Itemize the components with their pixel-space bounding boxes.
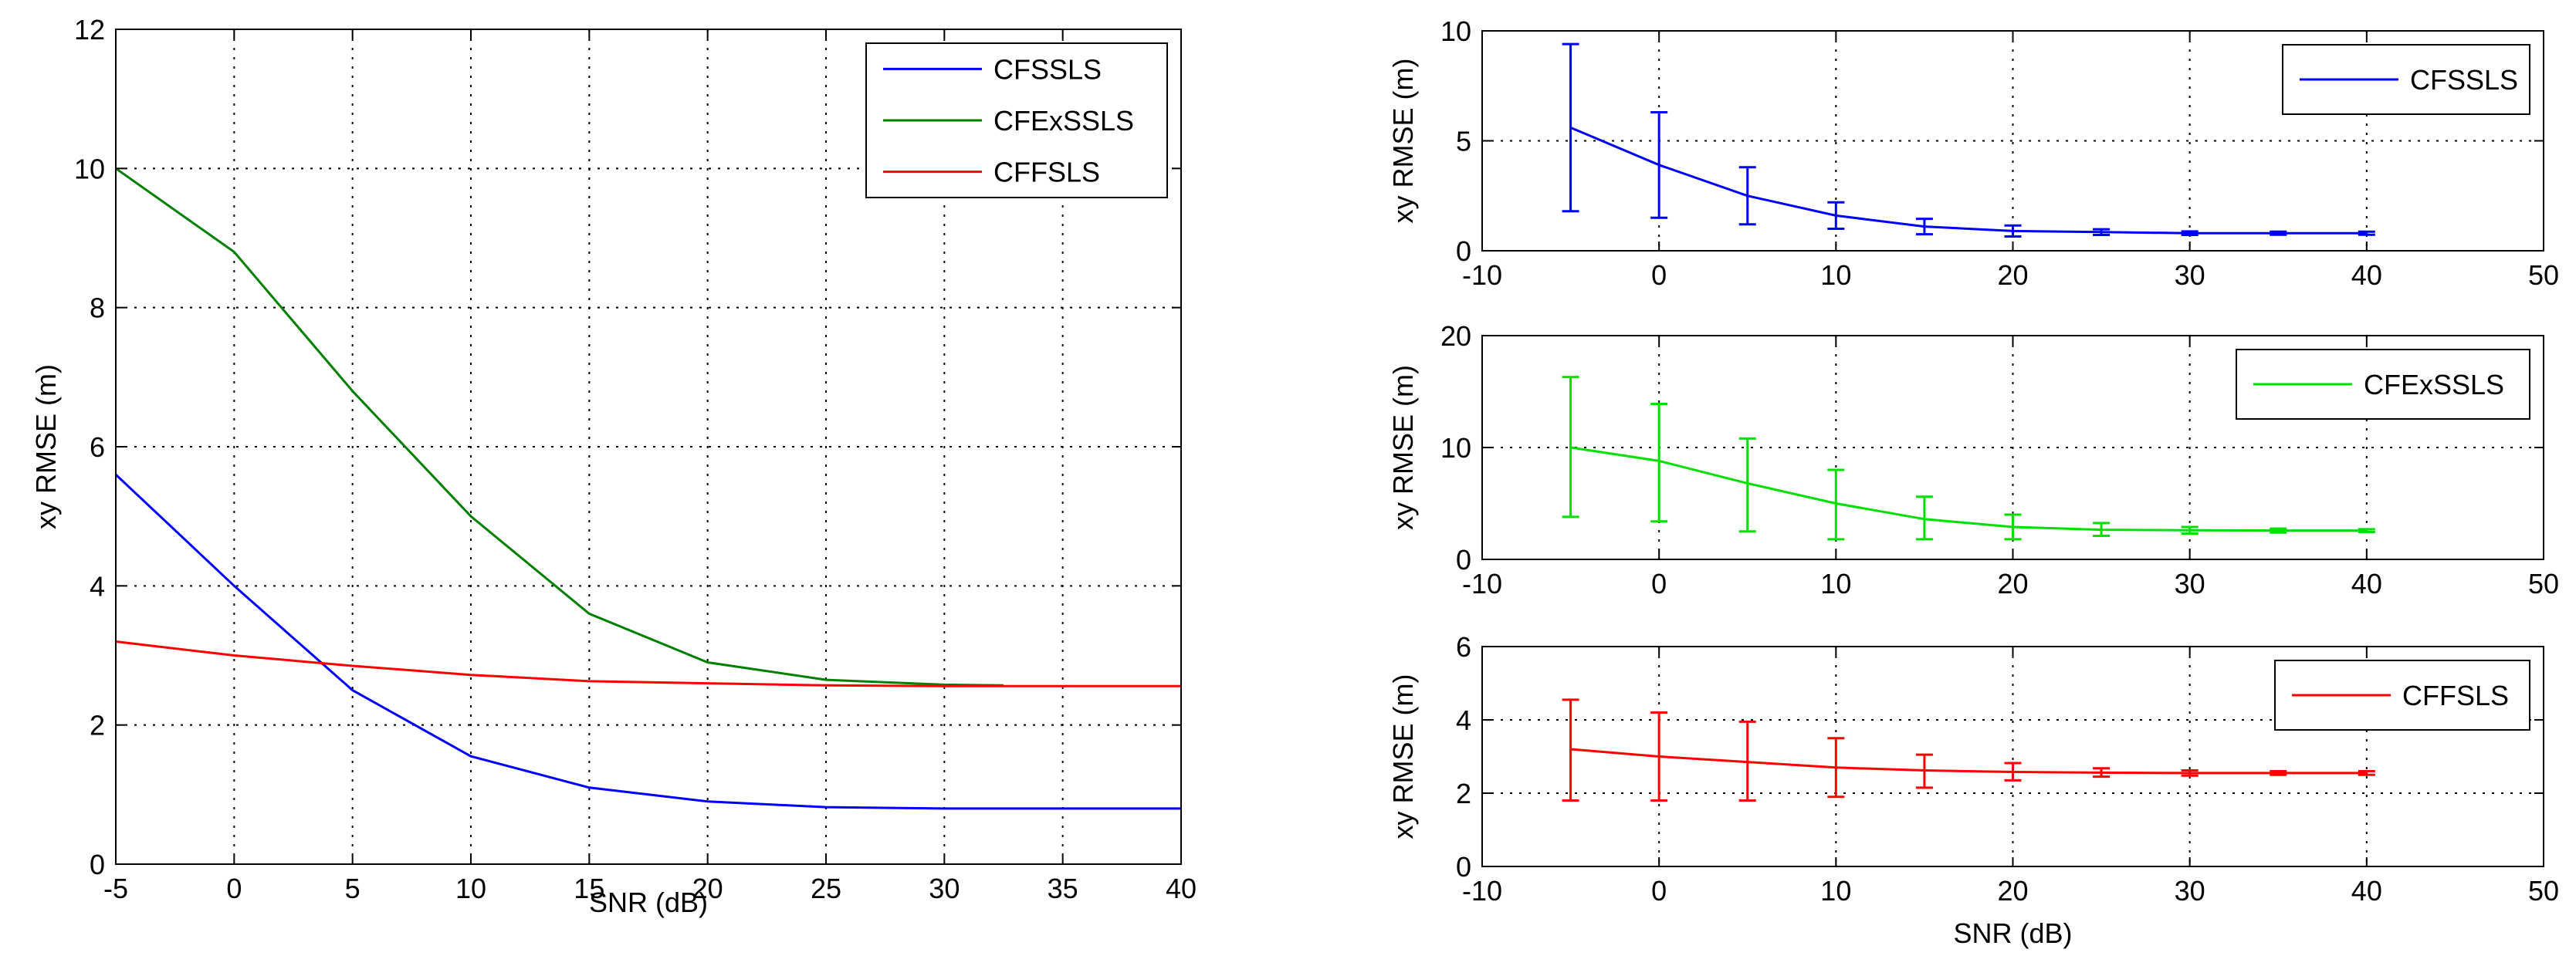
y-tick-label: 2	[1456, 778, 1471, 809]
x-tick-label: 0	[1651, 875, 1667, 907]
y-axis-label: xy RMSE (m)	[1387, 365, 1419, 530]
legend-label-cfssls: CFSSLS	[2410, 64, 2518, 96]
x-tick-label: 40	[2351, 875, 2382, 907]
y-tick-label: 10	[1440, 432, 1471, 464]
y-tick-label: 0	[90, 849, 105, 880]
series-line-cffsls	[1570, 748, 2367, 775]
x-tick-label: 10	[1820, 568, 1851, 600]
x-tick-label: 0	[226, 873, 242, 904]
series-line-cfexssls	[115, 167, 1004, 687]
y-tick-label: 0	[1456, 544, 1471, 576]
y-tick-label: 0	[1456, 235, 1471, 267]
x-tick-label: 5	[345, 873, 361, 904]
series-line-cfssls	[1570, 127, 2367, 235]
x-tick-label: 35	[1048, 873, 1078, 904]
x-tick-label: 10	[455, 873, 486, 904]
x-tick-label: 30	[2175, 568, 2205, 600]
x-tick-label: 30	[2175, 259, 2205, 291]
x-tick-label: 25	[811, 873, 841, 904]
x-tick-label: 10	[1820, 259, 1851, 291]
x-tick-label: 20	[1997, 568, 2028, 600]
legend-label-cfexssls: CFExSSLS	[2364, 369, 2504, 400]
x-tick-label: 40	[2351, 568, 2382, 600]
y-tick-label: 5	[1456, 126, 1471, 157]
x-tick-label: 20	[1997, 875, 2028, 907]
x-tick-label: -10	[1462, 259, 1502, 291]
series-line-cffsls	[115, 640, 1181, 687]
legend-label-cfexssls: CFExSSLS	[994, 105, 1134, 137]
x-tick-label: 30	[2175, 875, 2205, 907]
y-tick-label: 2	[90, 710, 105, 741]
x-tick-label: 20	[692, 873, 723, 904]
y-tick-label: 20	[1440, 320, 1471, 352]
y-tick-label: 4	[1456, 704, 1471, 736]
y-tick-label: 10	[1440, 15, 1471, 47]
series-line-cfexssls	[1570, 446, 2367, 532]
x-tick-label: 50	[2528, 259, 2559, 291]
x-tick-label: -10	[1462, 875, 1502, 907]
y-axis-label: xy RMSE (m)	[30, 364, 62, 529]
legend-label-cfssls: CFSSLS	[994, 53, 1102, 85]
y-axis-label: xy RMSE (m)	[1387, 59, 1419, 224]
x-tick-label: -10	[1462, 568, 1502, 600]
y-tick-label: 6	[90, 431, 105, 463]
x-tick-label: 20	[1997, 259, 2028, 291]
legend-label-cffsls: CFFSLS	[994, 157, 1100, 188]
x-axis-label: SNR (dB)	[1953, 917, 2072, 949]
x-tick-label: 15	[574, 873, 604, 904]
legend-label-cffsls: CFFSLS	[2402, 680, 2509, 711]
y-tick-label: 4	[90, 570, 105, 602]
x-axis-label: SNR (dB)	[589, 887, 708, 918]
y-tick-label: 12	[74, 14, 105, 46]
y-tick-label: 8	[90, 292, 105, 324]
x-tick-label: 0	[1651, 259, 1667, 291]
y-tick-label: 6	[1456, 631, 1471, 663]
x-tick-label: 50	[2528, 875, 2559, 907]
x-tick-label: 50	[2528, 568, 2559, 600]
y-tick-label: 10	[74, 153, 105, 184]
x-tick-label: 40	[1166, 873, 1197, 904]
x-tick-label: -5	[103, 873, 128, 904]
x-tick-label: 10	[1820, 875, 1851, 907]
series-line-cfssls	[114, 474, 1181, 810]
x-tick-label: 40	[2351, 259, 2382, 291]
y-axis-label: xy RMSE (m)	[1387, 674, 1419, 839]
x-tick-label: 30	[929, 873, 960, 904]
x-tick-label: 0	[1651, 568, 1667, 600]
y-tick-label: 0	[1456, 851, 1471, 883]
